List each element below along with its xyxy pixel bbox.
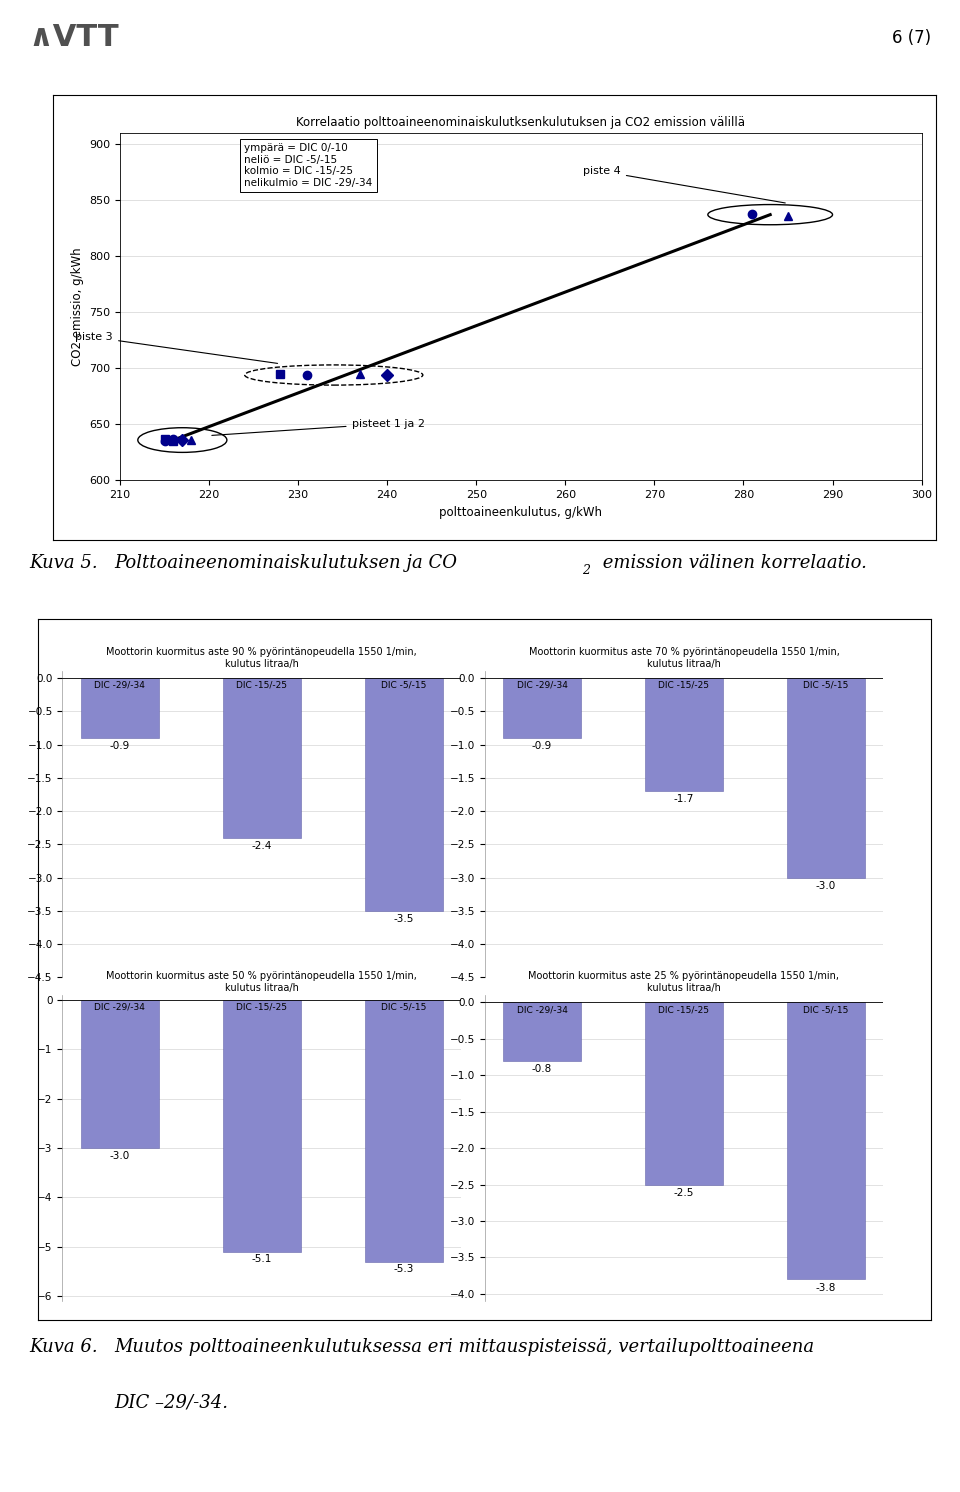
Text: -0.9: -0.9 xyxy=(532,742,552,750)
Y-axis label: CO2 emissio, g/kWh: CO2 emissio, g/kWh xyxy=(71,248,84,366)
Bar xyxy=(787,677,865,877)
Text: DIC –29/-34.: DIC –29/-34. xyxy=(114,1394,228,1411)
Text: -5.1: -5.1 xyxy=(252,1255,272,1264)
X-axis label: polttoaineenkulutus, g/kWh: polttoaineenkulutus, g/kWh xyxy=(440,506,602,519)
Text: piste 4: piste 4 xyxy=(583,166,785,203)
Text: DIC -15/-25: DIC -15/-25 xyxy=(659,1006,709,1015)
Text: -2.4: -2.4 xyxy=(252,841,272,850)
Text: DIC -15/-25: DIC -15/-25 xyxy=(659,680,709,689)
Text: pisteet 1 ja 2: pisteet 1 ja 2 xyxy=(212,419,424,436)
Text: Kuva 5.: Kuva 5. xyxy=(29,554,97,571)
Text: DIC -29/-34: DIC -29/-34 xyxy=(516,680,567,689)
Text: -3.0: -3.0 xyxy=(109,1150,130,1161)
Title: Moottorin kuormitus aste 90 % pyörintänopeudella 1550 1/min,
kulutus litraa/h: Moottorin kuormitus aste 90 % pyörintäno… xyxy=(107,648,417,670)
Title: Moottorin kuormitus aste 50 % pyörintänopeudella 1550 1/min,
kulutus litraa/h: Moottorin kuormitus aste 50 % pyörintäno… xyxy=(107,971,417,994)
Bar xyxy=(223,677,300,837)
Title: Moottorin kuormitus aste 25 % pyörintänopeudella 1550 1/min,
kulutus litraa/h: Moottorin kuormitus aste 25 % pyörintäno… xyxy=(529,971,839,994)
Text: -3.8: -3.8 xyxy=(816,1283,836,1294)
Text: -1.7: -1.7 xyxy=(674,794,694,804)
Text: DIC -5/-15: DIC -5/-15 xyxy=(804,1006,849,1015)
Bar xyxy=(503,1003,581,1061)
Text: -0.9: -0.9 xyxy=(109,742,130,750)
Text: Muutos polttoaineenkulutuksessa eri mittauspisteissä, vertailupolttoaineena: Muutos polttoaineenkulutuksessa eri mitt… xyxy=(114,1338,815,1356)
Title: Korrelaatio polttoaineenominaiskulutksenkulutuksen ja CO2 emission välillä: Korrelaatio polttoaineenominaiskulutksen… xyxy=(297,116,745,128)
Bar xyxy=(81,1000,158,1149)
Bar xyxy=(223,1000,300,1252)
Bar xyxy=(645,677,723,791)
Bar xyxy=(787,1003,865,1279)
Text: -3.0: -3.0 xyxy=(816,880,836,891)
Text: DIC -29/-34: DIC -29/-34 xyxy=(94,1003,145,1012)
Text: Polttoaineenominaiskulutuksen ja CO: Polttoaineenominaiskulutuksen ja CO xyxy=(114,554,458,571)
Bar xyxy=(645,1003,723,1185)
Text: DIC -15/-25: DIC -15/-25 xyxy=(236,680,287,689)
Text: -5.3: -5.3 xyxy=(394,1264,414,1274)
Text: -2.5: -2.5 xyxy=(674,1188,694,1198)
Bar xyxy=(365,677,443,910)
Text: ∧VTT: ∧VTT xyxy=(29,22,119,52)
Text: DIC -15/-25: DIC -15/-25 xyxy=(236,1003,287,1012)
Text: -3.5: -3.5 xyxy=(394,915,414,924)
Text: Kuva 6.: Kuva 6. xyxy=(29,1338,97,1356)
Title: Moottorin kuormitus aste 70 % pyörintänopeudella 1550 1/min,
kulutus litraa/h: Moottorin kuormitus aste 70 % pyörintäno… xyxy=(529,648,839,670)
Text: -0.8: -0.8 xyxy=(532,1064,552,1074)
Text: DIC -5/-15: DIC -5/-15 xyxy=(381,1003,426,1012)
Text: emission välinen korrelaatio.: emission välinen korrelaatio. xyxy=(597,554,867,571)
Text: ympärä = DIC 0/-10
neliö = DIC -5/-15
kolmio = DIC -15/-25
nelikulmio = DIC -29/: ympärä = DIC 0/-10 neliö = DIC -5/-15 ko… xyxy=(244,143,372,188)
Bar xyxy=(365,1000,443,1262)
Text: DIC -5/-15: DIC -5/-15 xyxy=(381,680,426,689)
Bar xyxy=(503,677,581,739)
Text: DIC -29/-34: DIC -29/-34 xyxy=(516,1006,567,1015)
Bar xyxy=(81,677,158,739)
Text: 2: 2 xyxy=(582,564,590,576)
Text: DIC -29/-34: DIC -29/-34 xyxy=(94,680,145,689)
Text: 6 (7): 6 (7) xyxy=(892,28,931,48)
Text: piste 3: piste 3 xyxy=(76,333,277,364)
Text: DIC -5/-15: DIC -5/-15 xyxy=(804,680,849,689)
